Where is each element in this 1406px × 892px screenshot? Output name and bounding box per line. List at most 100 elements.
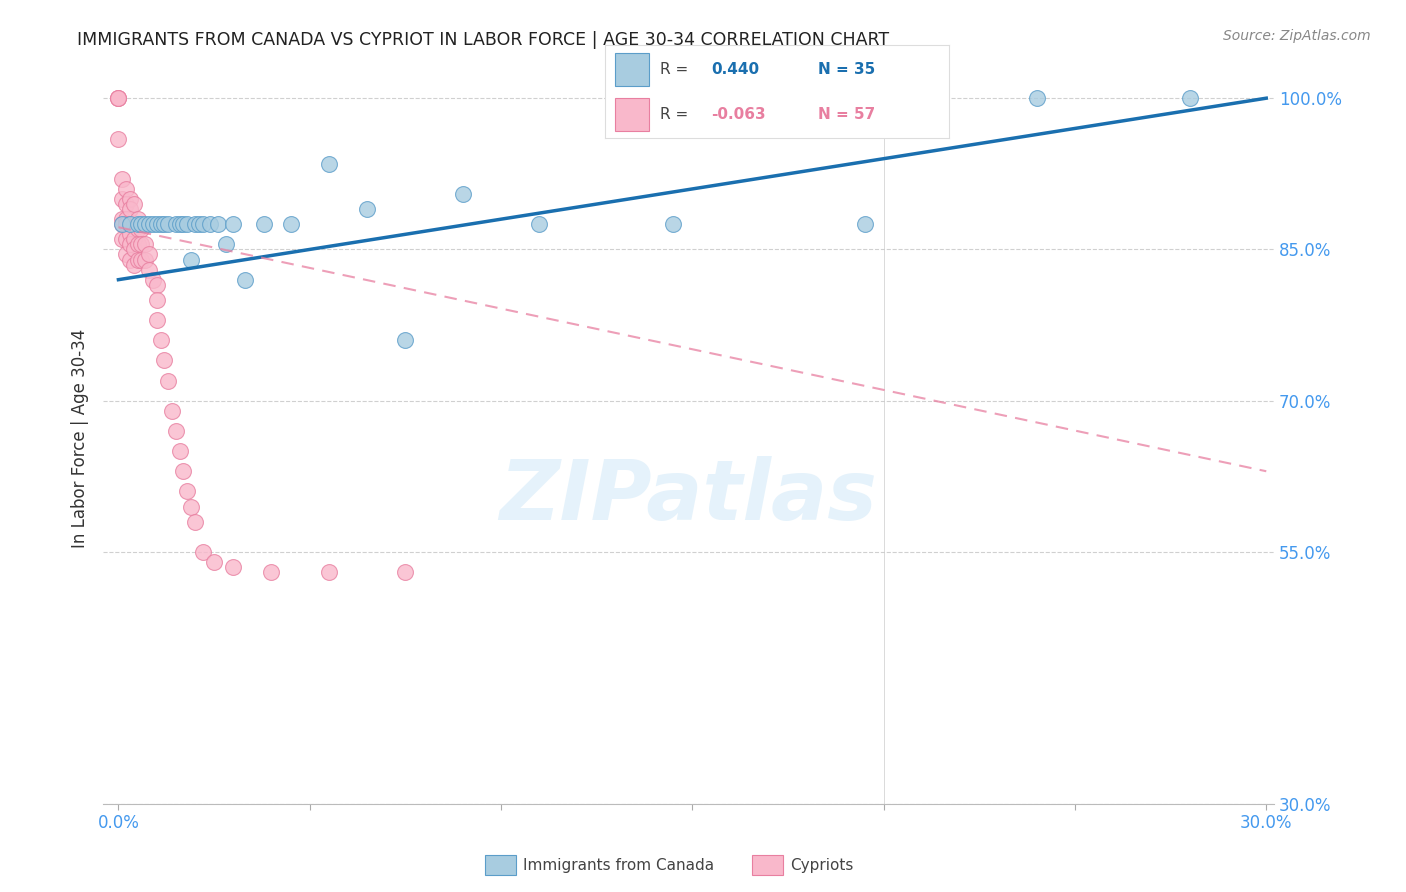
Point	[111, 232, 134, 246]
Point	[131, 252, 153, 267]
Point	[107, 131, 129, 145]
Point	[134, 217, 156, 231]
Point	[138, 262, 160, 277]
Point	[169, 444, 191, 458]
Point	[176, 484, 198, 499]
Point	[118, 217, 141, 231]
Point	[122, 217, 145, 231]
Point	[222, 560, 245, 574]
Point	[191, 545, 214, 559]
Point	[202, 555, 225, 569]
Point	[107, 91, 129, 105]
Point	[145, 217, 167, 231]
Point	[111, 217, 134, 231]
Point	[187, 217, 209, 231]
Text: ZIPatlas: ZIPatlas	[499, 457, 877, 538]
Point	[394, 333, 416, 347]
Point	[207, 217, 229, 231]
Point	[122, 258, 145, 272]
Text: IMMIGRANTS FROM CANADA VS CYPRIOT IN LABOR FORCE | AGE 30-34 CORRELATION CHART: IMMIGRANTS FROM CANADA VS CYPRIOT IN LAB…	[77, 31, 890, 49]
Point	[157, 217, 180, 231]
Point	[157, 374, 180, 388]
Point	[180, 500, 202, 514]
Text: Cypriots: Cypriots	[790, 858, 853, 872]
Point	[180, 252, 202, 267]
Point	[127, 222, 149, 236]
Point	[149, 333, 172, 347]
Point	[131, 222, 153, 236]
Point	[233, 273, 256, 287]
Point	[200, 217, 222, 231]
Point	[318, 157, 340, 171]
Point	[451, 186, 474, 201]
Point	[153, 217, 176, 231]
Point	[165, 424, 187, 438]
Point	[394, 565, 416, 579]
Point	[127, 237, 149, 252]
Point	[149, 217, 172, 231]
Text: R =: R =	[659, 62, 693, 77]
FancyBboxPatch shape	[485, 855, 516, 875]
FancyBboxPatch shape	[614, 98, 650, 131]
Point	[118, 192, 141, 206]
Text: 0.440: 0.440	[711, 62, 759, 77]
Point	[118, 202, 141, 216]
FancyBboxPatch shape	[752, 855, 783, 875]
Point	[529, 217, 551, 231]
Point	[191, 217, 214, 231]
Point	[111, 172, 134, 186]
Point	[131, 217, 153, 231]
Point	[153, 353, 176, 368]
Point	[222, 217, 245, 231]
Point	[127, 212, 149, 227]
Point	[138, 217, 160, 231]
Point	[145, 293, 167, 307]
Point	[115, 197, 138, 211]
Point	[122, 197, 145, 211]
Point	[111, 217, 134, 231]
Point	[122, 232, 145, 246]
Point	[134, 252, 156, 267]
Text: Source: ZipAtlas.com: Source: ZipAtlas.com	[1223, 29, 1371, 43]
Point	[115, 232, 138, 246]
Point	[318, 565, 340, 579]
Point	[260, 565, 283, 579]
Point	[356, 202, 378, 216]
Point	[184, 217, 207, 231]
Point	[184, 515, 207, 529]
Point	[662, 217, 685, 231]
Text: -0.063: -0.063	[711, 107, 766, 122]
Point	[127, 252, 149, 267]
Point	[118, 227, 141, 242]
Point	[145, 277, 167, 292]
Point	[853, 217, 876, 231]
Point	[118, 217, 141, 231]
Point	[165, 217, 187, 231]
Point	[160, 403, 183, 417]
Point	[115, 217, 138, 231]
Point	[214, 237, 236, 252]
Point	[145, 313, 167, 327]
Point	[107, 91, 129, 105]
Point	[118, 237, 141, 252]
Point	[172, 217, 194, 231]
Y-axis label: In Labor Force | Age 30-34: In Labor Force | Age 30-34	[72, 329, 89, 548]
Point	[111, 212, 134, 227]
Point	[115, 247, 138, 261]
Point	[118, 252, 141, 267]
Point	[142, 273, 165, 287]
Point	[138, 247, 160, 261]
Point	[122, 243, 145, 257]
Point	[111, 192, 134, 206]
Point	[131, 237, 153, 252]
Point	[1178, 91, 1201, 105]
Point	[134, 237, 156, 252]
Point	[1025, 91, 1047, 105]
Point	[115, 182, 138, 196]
Point	[280, 217, 302, 231]
Text: Immigrants from Canada: Immigrants from Canada	[523, 858, 714, 872]
Point	[142, 217, 165, 231]
Point	[176, 217, 198, 231]
FancyBboxPatch shape	[614, 53, 650, 86]
Point	[253, 217, 276, 231]
